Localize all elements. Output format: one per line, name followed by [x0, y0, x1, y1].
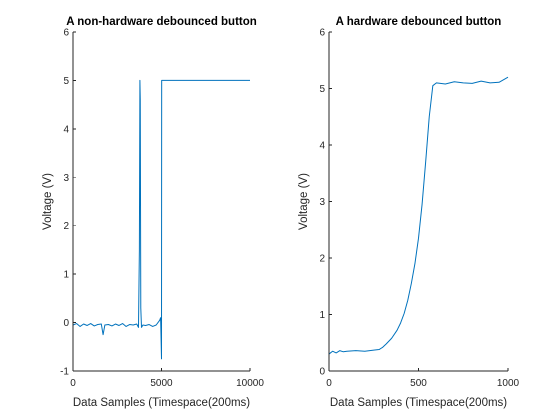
series-line-0 — [72, 79, 250, 360]
y-tick-label: 6 — [63, 28, 69, 39]
y-tick-label: 1 — [63, 270, 69, 281]
x-tick-label: 500 — [410, 378, 427, 389]
y-tick-label: 2 — [319, 254, 325, 265]
x-tick-label: 10000 — [236, 378, 264, 389]
y-tick-label: 6 — [319, 28, 325, 39]
x-tick-label: 1000 — [497, 378, 520, 389]
y-tick-label: 5 — [63, 76, 69, 87]
y-tick-label: 0 — [319, 367, 325, 378]
y-tick-label: 4 — [63, 124, 69, 135]
series-line-0 — [328, 76, 509, 355]
chart-title: A hardware debounced button — [336, 16, 502, 28]
y-axis-label: Voltage (V) — [42, 173, 54, 230]
x-axis-label: Data Samples (Timespace(200ms) — [73, 397, 250, 409]
y-axis-label: Voltage (V) — [298, 173, 310, 230]
chart-title: A non-hardware debounced button — [66, 16, 257, 28]
y-tick-label: 5 — [319, 84, 325, 95]
y-tick-label: -1 — [60, 367, 69, 378]
y-tick-label: 1 — [319, 310, 325, 321]
x-axis-label: Data Samples (Timespace(200ms) — [330, 397, 507, 409]
y-tick-label: 3 — [63, 173, 69, 184]
x-tick-label: 0 — [70, 378, 76, 389]
y-tick-label: 4 — [319, 141, 325, 152]
y-tick-label: 0 — [63, 318, 69, 329]
subplot-hardware-debounced: 0 500 1000 0 1 2 3 4 5 6 A hardware debounced butt… — [298, 16, 520, 409]
y-tick-label: 3 — [319, 197, 325, 208]
y-tick-label: 2 — [63, 221, 69, 232]
x-tick-label: 5000 — [150, 378, 173, 389]
x-tick-label: 0 — [326, 378, 332, 389]
